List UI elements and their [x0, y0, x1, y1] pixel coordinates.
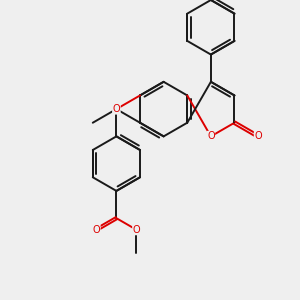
Text: O: O [112, 104, 120, 114]
Text: O: O [133, 225, 140, 235]
Text: O: O [92, 225, 100, 235]
Text: O: O [254, 131, 262, 141]
Text: O: O [207, 131, 215, 141]
